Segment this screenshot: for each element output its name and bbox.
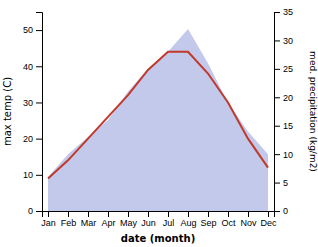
x-tick-mark bbox=[168, 211, 169, 217]
x-tick: Jun bbox=[141, 211, 156, 228]
x-tick: Aug bbox=[180, 211, 196, 228]
x-tick: Jan bbox=[41, 211, 56, 228]
x-tick-label: Jan bbox=[41, 218, 56, 228]
y2-tick: 5 bbox=[274, 178, 288, 188]
y2-tick: 25 bbox=[274, 64, 293, 74]
x-tick-label: Dec bbox=[260, 218, 277, 228]
y2-tick: 0 bbox=[274, 206, 288, 216]
precipitation-area bbox=[48, 29, 268, 211]
plot: Jan Feb Mar Apr MayJun Jul Aug Sep Oct NovDec 0 10 2… bbox=[23, 7, 293, 228]
y2-tick-mark bbox=[274, 40, 280, 41]
y2-axis: 0 5 10 15 20 25 30 35 bbox=[274, 7, 293, 216]
y-tick-label: 40 bbox=[23, 62, 33, 72]
x-axis-title: date (month) bbox=[121, 233, 195, 244]
y2-tick-mark bbox=[274, 211, 280, 212]
x-tick: Jul bbox=[163, 211, 175, 228]
y2-tick-label: 30 bbox=[283, 36, 293, 46]
y2-tick: 15 bbox=[274, 121, 293, 131]
x-tick-mark bbox=[48, 211, 49, 217]
x-tick-label: Apr bbox=[101, 218, 115, 228]
y2-tick: 10 bbox=[274, 150, 293, 160]
y-tick-label: 10 bbox=[23, 170, 33, 180]
y-axis-line bbox=[36, 13, 43, 212]
y2-tick-mark bbox=[274, 126, 280, 127]
y-tick: 20 bbox=[23, 134, 42, 144]
y2-tick-mark bbox=[274, 12, 280, 13]
y-tick-label: 20 bbox=[23, 134, 33, 144]
x-tick-label: Sep bbox=[200, 218, 216, 228]
x-tick-label: Jul bbox=[163, 218, 175, 228]
y2-tick: 30 bbox=[274, 36, 293, 46]
x-tick-mark bbox=[128, 211, 129, 217]
y-tick-mark bbox=[36, 175, 42, 176]
y2-tick-mark bbox=[274, 97, 280, 98]
y-tick-mark bbox=[36, 66, 42, 67]
x-tick-mark bbox=[108, 211, 109, 217]
x-tick-label: Aug bbox=[180, 218, 196, 228]
y2-axis-title: med. precipitation (kg/m2) bbox=[308, 51, 318, 172]
x-tick: Mar bbox=[81, 211, 97, 228]
y-axis-title: max temp (C) bbox=[2, 77, 13, 146]
x-tick-label: Oct bbox=[221, 218, 236, 228]
y2-tick-mark bbox=[274, 183, 280, 184]
y2-tick: 35 bbox=[274, 7, 293, 17]
y2-tick-label: 5 bbox=[283, 178, 288, 188]
x-tick: Dec bbox=[260, 211, 277, 228]
y-tick-mark bbox=[36, 211, 42, 212]
x-tick: Feb bbox=[61, 211, 77, 228]
y2-axis-line bbox=[275, 13, 281, 212]
x-tick: Sep bbox=[200, 211, 216, 228]
y2-tick-label: 35 bbox=[283, 7, 293, 17]
y2-tick-mark bbox=[274, 154, 280, 155]
x-tick: May bbox=[120, 211, 138, 228]
x-tick-label: May bbox=[120, 218, 138, 228]
y-tick: 0 bbox=[28, 206, 42, 216]
y-tick: 40 bbox=[23, 62, 42, 72]
y-tick-mark bbox=[36, 30, 42, 31]
x-tick: Apr bbox=[101, 211, 115, 228]
y-tick-label: 50 bbox=[23, 25, 33, 35]
x-axis: Jan Feb Mar Apr MayJun Jul Aug Sep Oct NovDec bbox=[41, 211, 277, 228]
y2-tick-label: 20 bbox=[283, 93, 293, 103]
y2-tick-mark bbox=[274, 69, 280, 70]
y2-tick-label: 0 bbox=[283, 206, 288, 216]
y2-tick-label: 15 bbox=[283, 121, 293, 131]
x-tick-mark bbox=[88, 211, 89, 217]
x-tick-label: Nov bbox=[240, 218, 257, 228]
x-tick-label: Jun bbox=[141, 218, 156, 228]
x-tick-mark bbox=[148, 211, 149, 217]
y-tick: 10 bbox=[23, 170, 42, 180]
y-tick-mark bbox=[36, 102, 42, 103]
y-tick-label: 0 bbox=[28, 206, 33, 216]
temperature-line bbox=[48, 52, 268, 179]
x-tick-mark bbox=[268, 211, 269, 217]
chart: Jan Feb Mar Apr MayJun Jul Aug Sep Oct NovDec 0 10 2… bbox=[0, 0, 318, 247]
x-axis-line bbox=[43, 212, 275, 218]
x-tick-mark bbox=[68, 211, 69, 217]
y-tick: 50 bbox=[23, 25, 42, 35]
x-tick-mark bbox=[208, 211, 209, 217]
y2-tick-label: 10 bbox=[283, 150, 293, 160]
y-tick-label: 30 bbox=[23, 98, 33, 108]
x-tick-mark bbox=[248, 211, 249, 217]
y2-tick: 20 bbox=[274, 93, 293, 103]
x-tick-label: Mar bbox=[81, 218, 97, 228]
marks bbox=[48, 29, 268, 211]
y-tick: 30 bbox=[23, 98, 42, 108]
y2-tick-label: 25 bbox=[283, 64, 293, 74]
x-tick-mark bbox=[228, 211, 229, 217]
x-tick-label: Feb bbox=[61, 218, 77, 228]
y-axis: 0 10 20 30 40 50 bbox=[23, 13, 43, 217]
x-tick: Nov bbox=[240, 211, 257, 228]
x-tick-mark bbox=[188, 211, 189, 217]
y-tick-mark bbox=[36, 139, 42, 140]
x-tick: Oct bbox=[221, 211, 236, 228]
